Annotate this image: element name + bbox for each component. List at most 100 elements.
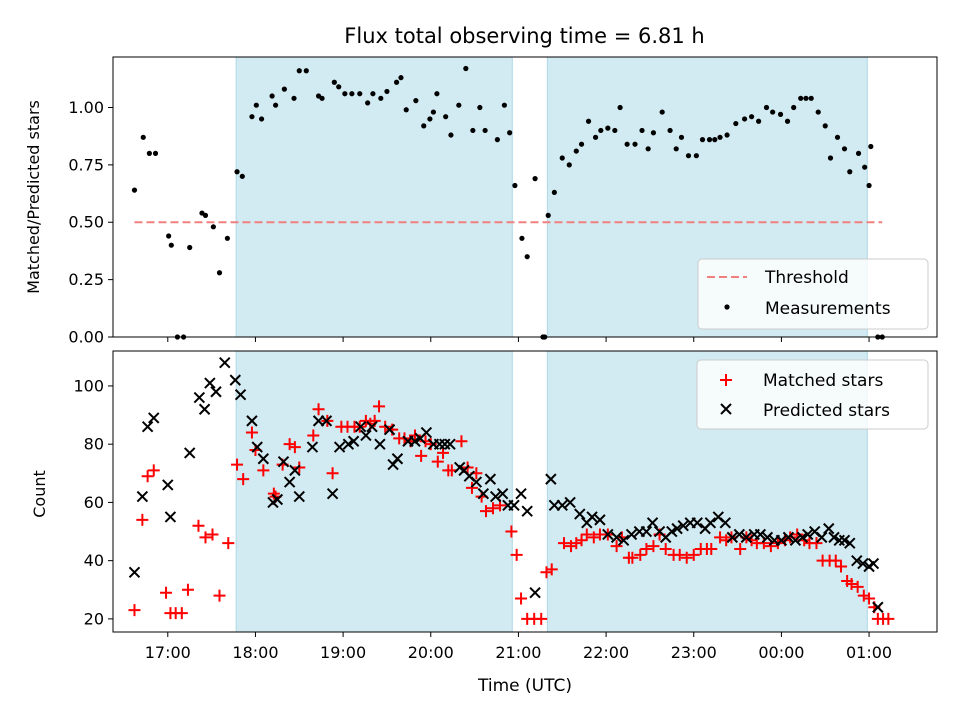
measurement-point <box>507 130 513 136</box>
predicted-star-point <box>366 421 378 433</box>
x-tick-label: 21:00 <box>495 643 541 662</box>
predicted-star-point <box>193 391 206 404</box>
measurement-point <box>784 118 791 124</box>
matched-star-point <box>640 543 653 556</box>
matched-star-point <box>570 537 583 550</box>
measurement-point <box>477 104 483 111</box>
measurement-point <box>430 109 436 115</box>
predicted-star-point <box>625 528 638 541</box>
predicted-star-point <box>796 531 809 544</box>
predicted-star-point <box>283 476 296 488</box>
matched-star-point <box>851 580 864 593</box>
matched-star-point <box>465 481 478 494</box>
measurement-point <box>827 155 834 161</box>
measurement-point <box>269 93 275 99</box>
predicted-star-point <box>148 412 160 424</box>
measurement-point <box>370 91 376 97</box>
measurement-point <box>202 212 209 218</box>
bottom-legend-frame <box>696 359 929 430</box>
top-panel-frame <box>112 56 938 338</box>
matched-star-point <box>784 531 797 544</box>
x-tick-label: 17:00 <box>145 643 191 662</box>
predicted-star-point <box>857 557 869 570</box>
matched-star-point <box>714 531 727 544</box>
matched-star-point <box>293 461 306 474</box>
measurement-point <box>862 164 868 170</box>
predicted-star-point <box>293 490 305 503</box>
predicted-star-point <box>306 441 319 453</box>
predicted-star-point <box>219 356 231 369</box>
measurement-point <box>673 146 679 152</box>
predicted-star-point <box>761 531 774 544</box>
matched-star-point <box>373 400 386 413</box>
matched-star-point <box>213 589 226 602</box>
matched-star-point <box>147 464 160 477</box>
predicted-star-points <box>128 356 884 613</box>
predicted-star-point <box>198 403 211 415</box>
matched-star-point <box>160 586 173 599</box>
predicted-star-point <box>342 438 355 450</box>
top-panel: 0.00 0.25 0.50 0.75 1.00 Matched/Predicted s… <box>24 56 938 347</box>
measurement-point <box>512 182 518 189</box>
top-legend-frame <box>697 258 929 330</box>
legend-predicted-swatch <box>720 403 732 415</box>
bottom-panel-frame <box>112 350 938 633</box>
measurement-point <box>573 148 579 154</box>
measurement-point <box>559 155 565 161</box>
matched-star-point <box>408 429 421 442</box>
matched-star-point <box>175 607 188 620</box>
measurement-point <box>273 102 279 108</box>
measurement-point <box>524 254 530 260</box>
measurement-point <box>815 109 821 115</box>
predicted-star-point <box>872 601 884 613</box>
bottom-legend: Matched stars Predicted stars <box>696 359 929 430</box>
measurement-point <box>501 102 507 108</box>
measurement-point <box>685 153 692 159</box>
measurement-point <box>834 134 841 140</box>
matched-star-point <box>192 519 205 532</box>
matched-star-point <box>307 429 320 442</box>
matched-star-point <box>257 464 270 477</box>
matched-star-point <box>181 583 194 596</box>
matched-star-point <box>734 543 747 556</box>
matched-star-point <box>379 420 392 433</box>
top-x-ticks <box>167 337 870 342</box>
matched-star-point <box>857 589 870 602</box>
matched-star-point <box>673 548 686 561</box>
measurement-point <box>868 143 874 150</box>
predicted-star-point <box>754 528 767 541</box>
matched-star-point <box>431 455 444 468</box>
measurement-point <box>427 116 433 122</box>
measurement-point <box>545 212 551 218</box>
x-tick-label: 20:00 <box>408 643 454 662</box>
measurement-point <box>336 84 342 90</box>
predicted-star-point <box>851 554 863 567</box>
measurement-point <box>749 114 755 120</box>
measurement-point <box>319 95 325 101</box>
measurement-point <box>398 75 404 81</box>
measurement-point <box>770 109 776 115</box>
x-tick-label: 19:00 <box>320 643 366 662</box>
y-tick-label: 80 <box>84 435 104 454</box>
legend-measurements-swatch <box>724 304 730 310</box>
y-tick-label: 100 <box>73 376 104 395</box>
measurement-point <box>152 150 159 156</box>
measurement-point <box>166 233 172 239</box>
predicted-star-point <box>251 441 263 453</box>
matched-star-point <box>136 513 149 526</box>
predicted-star-point <box>271 493 284 506</box>
measurement-point <box>234 169 240 175</box>
predicted-star-point <box>719 517 732 529</box>
x-tick-label: 22:00 <box>583 643 629 662</box>
predicted-star-point <box>677 520 689 532</box>
measurement-point <box>791 104 797 111</box>
predicted-star-point <box>496 487 509 500</box>
matched-star-point <box>647 540 660 553</box>
measurement-point <box>822 123 828 129</box>
matched-star-point <box>680 551 693 564</box>
predicted-star-point <box>733 528 746 541</box>
predicted-star-point <box>691 517 703 529</box>
measurement-point <box>443 114 449 120</box>
measurement-point <box>448 132 454 138</box>
